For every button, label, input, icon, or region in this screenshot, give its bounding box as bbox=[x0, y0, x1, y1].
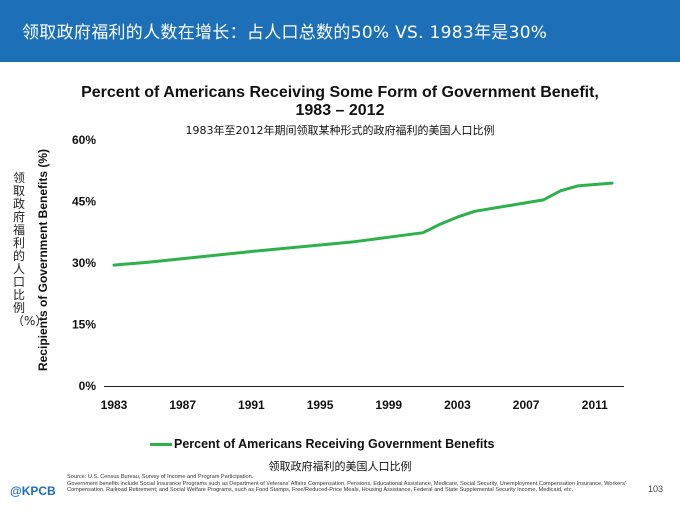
legend-label: Percent of Americans Receiving Governmen… bbox=[174, 437, 495, 451]
y-tick-label: 15% bbox=[72, 318, 96, 332]
x-tick-label: 2011 bbox=[582, 398, 608, 412]
chart-title-line2: 1983 – 2012 bbox=[295, 102, 385, 119]
y-tick-label: 60% bbox=[72, 133, 96, 147]
x-tick-label: 1983 bbox=[101, 398, 128, 412]
chart-subtitle: 1983年至2012年期间领取某种形式的政府福利的美国人口比例 bbox=[185, 124, 495, 137]
legend-label-chinese: 领取政府福利的美国人口比例 bbox=[268, 460, 412, 473]
x-tick-labels: 1983 1987 1991 1995 1999 2003 2007 2011 bbox=[101, 398, 609, 412]
title-banner: 领取政府福利的人数在增长：占人口总数的50% VS. 1983年是30% bbox=[0, 0, 680, 62]
x-tick-label: 2003 bbox=[444, 398, 471, 412]
source-note: Source: U.S. Census Bureau, Survey of In… bbox=[67, 474, 639, 494]
source-line: Source: U.S. Census Bureau, Survey of In… bbox=[67, 474, 254, 480]
x-tick-label: 1999 bbox=[375, 398, 402, 412]
x-tick-label: 2007 bbox=[513, 398, 540, 412]
kpcb-logo: @KPCB bbox=[10, 484, 56, 498]
y-tick-labels: 0% 15% 30% 45% 60% bbox=[72, 133, 96, 393]
page-number: 103 bbox=[648, 484, 664, 494]
banner-title: 领取政府福利的人数在增长：占人口总数的50% VS. 1983年是30% bbox=[22, 23, 548, 43]
series-layer bbox=[112, 181, 614, 267]
y-tick-label: 45% bbox=[72, 195, 96, 209]
x-tick-label: 1991 bbox=[238, 398, 265, 412]
source-detail: Government benefits include Social Insur… bbox=[67, 480, 626, 494]
x-tick-label: 1995 bbox=[307, 398, 334, 412]
chart-title-line1: Percent of Americans Receiving Some Form… bbox=[81, 84, 599, 101]
x-tick-label: 1987 bbox=[169, 398, 196, 412]
y-tick-label: 30% bbox=[72, 256, 96, 270]
series-line bbox=[112, 181, 614, 267]
y-tick-label: 0% bbox=[79, 379, 97, 393]
